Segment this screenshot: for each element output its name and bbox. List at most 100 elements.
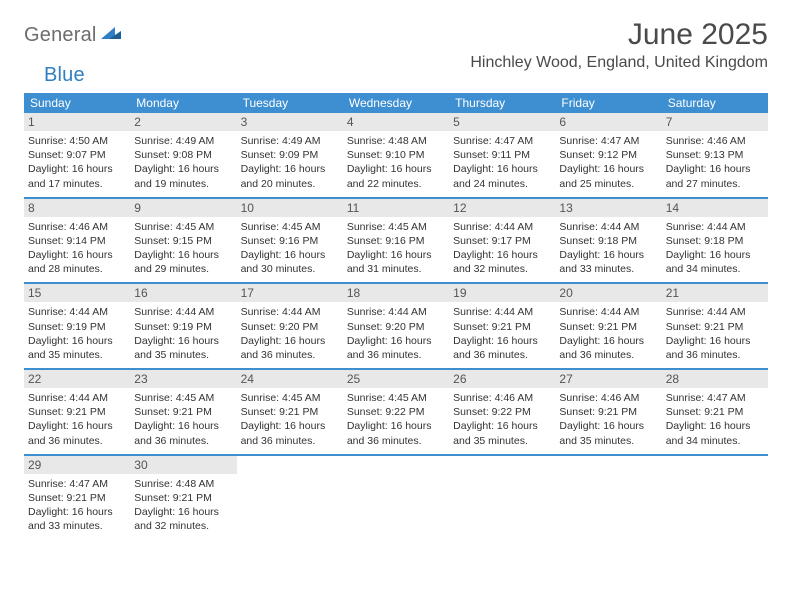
day-cell: 9Sunrise: 4:45 AMSunset: 9:15 PMDaylight… xyxy=(130,199,236,283)
logo: General xyxy=(24,18,123,47)
day-number: 8 xyxy=(24,199,130,217)
day-cell: 3Sunrise: 4:49 AMSunset: 9:09 PMDaylight… xyxy=(237,113,343,197)
week-row: 15Sunrise: 4:44 AMSunset: 9:19 PMDayligh… xyxy=(24,284,768,370)
sunrise-line: Sunrise: 4:44 AM xyxy=(241,305,339,319)
sunrise-line: Sunrise: 4:44 AM xyxy=(559,220,657,234)
day-number: 9 xyxy=(130,199,236,217)
day-number: 13 xyxy=(555,199,661,217)
day-number: 29 xyxy=(24,456,130,474)
sunrise-line: Sunrise: 4:50 AM xyxy=(28,134,126,148)
sunrise-line: Sunrise: 4:48 AM xyxy=(134,477,232,491)
sunset-line: Sunset: 9:17 PM xyxy=(453,234,551,248)
weekday-header: Sunday xyxy=(24,93,130,113)
sunrise-line: Sunrise: 4:46 AM xyxy=(453,391,551,405)
day-cell: 5Sunrise: 4:47 AMSunset: 9:11 PMDaylight… xyxy=(449,113,555,197)
day-number: 18 xyxy=(343,284,449,302)
daylight-line: Daylight: 16 hours and 34 minutes. xyxy=(666,419,764,447)
daylight-line: Daylight: 16 hours and 28 minutes. xyxy=(28,248,126,276)
daylight-line: Daylight: 16 hours and 36 minutes. xyxy=(347,334,445,362)
logo-mark-icon xyxy=(101,23,121,46)
logo-word-1: General xyxy=(24,24,97,47)
sunrise-line: Sunrise: 4:48 AM xyxy=(347,134,445,148)
day-number: 6 xyxy=(555,113,661,131)
daylight-line: Daylight: 16 hours and 27 minutes. xyxy=(666,162,764,190)
day-cell: 10 Sunrise: 4:45 AMSunset: 9:16 PMDayligh… xyxy=(237,199,343,283)
day-number: 20 xyxy=(555,284,661,302)
sunset-line: Sunset: 9:12 PM xyxy=(559,148,657,162)
sunrise-line: Sunrise: 4:45 AM xyxy=(134,220,232,234)
sunrise-line: Sunrise: 4:46 AM xyxy=(28,220,126,234)
day-number: 16 xyxy=(130,284,236,302)
day-number: 21 xyxy=(662,284,768,302)
day-number: 14 xyxy=(662,199,768,217)
day-number: 5 xyxy=(449,113,555,131)
sunset-line: Sunset: 9:20 PM xyxy=(347,320,445,334)
title-block: June 2025 Hinchley Wood, England, United… xyxy=(470,18,768,72)
daylight-line: Daylight: 16 hours and 35 minutes. xyxy=(453,419,551,447)
sunrise-line: Sunrise: 4:47 AM xyxy=(559,134,657,148)
sunrise-line: Sunrise: 4:49 AM xyxy=(241,134,339,148)
sunrise-line: Sunrise: 4:44 AM xyxy=(347,305,445,319)
weekday-header: Tuesday xyxy=(237,93,343,113)
daylight-line: Daylight: 16 hours and 36 minutes. xyxy=(241,419,339,447)
sunset-line: Sunset: 9:07 PM xyxy=(28,148,126,162)
daylight-line: Daylight: 16 hours and 36 minutes. xyxy=(28,419,126,447)
daylight-line: Daylight: 16 hours and 30 minutes. xyxy=(241,248,339,276)
daylight-line: Daylight: 16 hours and 35 minutes. xyxy=(134,334,232,362)
sunset-line: Sunset: 9:21 PM xyxy=(28,491,126,505)
week-row: 1Sunrise: 4:50 AMSunset: 9:07 PMDaylight… xyxy=(24,113,768,199)
daylight-line: Daylight: 16 hours and 22 minutes. xyxy=(347,162,445,190)
day-cell: 6Sunrise: 4:47 AMSunset: 9:12 PMDaylight… xyxy=(555,113,661,197)
sunrise-line: Sunrise: 4:45 AM xyxy=(241,391,339,405)
sunrise-line: Sunrise: 4:44 AM xyxy=(453,305,551,319)
sunrise-line: Sunrise: 4:44 AM xyxy=(453,220,551,234)
logo-word-2: Blue xyxy=(44,64,85,87)
daylight-line: Daylight: 16 hours and 32 minutes. xyxy=(134,505,232,533)
sunrise-line: Sunrise: 4:45 AM xyxy=(241,220,339,234)
day-cell: 26 Sunrise: 4:46 AMSunset: 9:22 PMDayligh… xyxy=(449,370,555,454)
day-number: 26 xyxy=(449,370,555,388)
day-cell: 12Sunrise: 4:44 AMSunset: 9:17 PMDayligh… xyxy=(449,199,555,283)
day-cell: 18 Sunrise: 4:44 AMSunset: 9:20 PMDayligh… xyxy=(343,284,449,368)
sunrise-line: Sunrise: 4:44 AM xyxy=(28,391,126,405)
daylight-line: Daylight: 16 hours and 17 minutes. xyxy=(28,162,126,190)
daylight-line: Daylight: 16 hours and 36 minutes. xyxy=(241,334,339,362)
daylight-line: Daylight: 16 hours and 20 minutes. xyxy=(241,162,339,190)
empty-cell xyxy=(555,456,661,540)
empty-cell xyxy=(449,456,555,540)
day-cell: 17Sunrise: 4:44 AMSunset: 9:20 PMDayligh… xyxy=(237,284,343,368)
sunset-line: Sunset: 9:22 PM xyxy=(453,405,551,419)
day-number: 12 xyxy=(449,199,555,217)
day-cell: 27Sunrise: 4:46 AMSunset: 9:21 PMDayligh… xyxy=(555,370,661,454)
sunset-line: Sunset: 9:21 PM xyxy=(559,405,657,419)
weekday-header: Thursday xyxy=(449,93,555,113)
weekday-header: Monday xyxy=(130,93,236,113)
daylight-line: Daylight: 16 hours and 36 minutes. xyxy=(134,419,232,447)
day-cell: 2Sunrise: 4:49 AMSunset: 9:08 PMDaylight… xyxy=(130,113,236,197)
day-number: 10 xyxy=(237,199,343,217)
sunset-line: Sunset: 9:13 PM xyxy=(666,148,764,162)
day-number: 22 xyxy=(24,370,130,388)
sunset-line: Sunset: 9:16 PM xyxy=(347,234,445,248)
sunset-line: Sunset: 9:14 PM xyxy=(28,234,126,248)
daylight-line: Daylight: 16 hours and 35 minutes. xyxy=(28,334,126,362)
sunset-line: Sunset: 9:08 PM xyxy=(134,148,232,162)
sunrise-line: Sunrise: 4:45 AM xyxy=(347,391,445,405)
day-cell: 24Sunrise: 4:45 AMSunset: 9:21 PMDayligh… xyxy=(237,370,343,454)
sunset-line: Sunset: 9:16 PM xyxy=(241,234,339,248)
day-number: 19 xyxy=(449,284,555,302)
sunset-line: Sunset: 9:21 PM xyxy=(559,320,657,334)
sunrise-line: Sunrise: 4:44 AM xyxy=(134,305,232,319)
day-cell: 4Sunrise: 4:48 AMSunset: 9:10 PMDaylight… xyxy=(343,113,449,197)
daylight-line: Daylight: 16 hours and 36 minutes. xyxy=(559,334,657,362)
day-number: 1 xyxy=(24,113,130,131)
sunrise-line: Sunrise: 4:47 AM xyxy=(453,134,551,148)
sunrise-line: Sunrise: 4:44 AM xyxy=(666,305,764,319)
daylight-line: Daylight: 16 hours and 31 minutes. xyxy=(347,248,445,276)
day-number: 11 xyxy=(343,199,449,217)
weekday-header-row: SundayMondayTuesdayWednesdayThursdayFrid… xyxy=(24,93,768,113)
day-cell: 1 Sunrise: 4:50 AMSunset: 9:07 PMDaylight… xyxy=(24,113,130,197)
sunset-line: Sunset: 9:21 PM xyxy=(241,405,339,419)
day-number: 7 xyxy=(662,113,768,131)
day-cell: 8 Sunrise: 4:46 AMSunset: 9:14 PMDaylight… xyxy=(24,199,130,283)
